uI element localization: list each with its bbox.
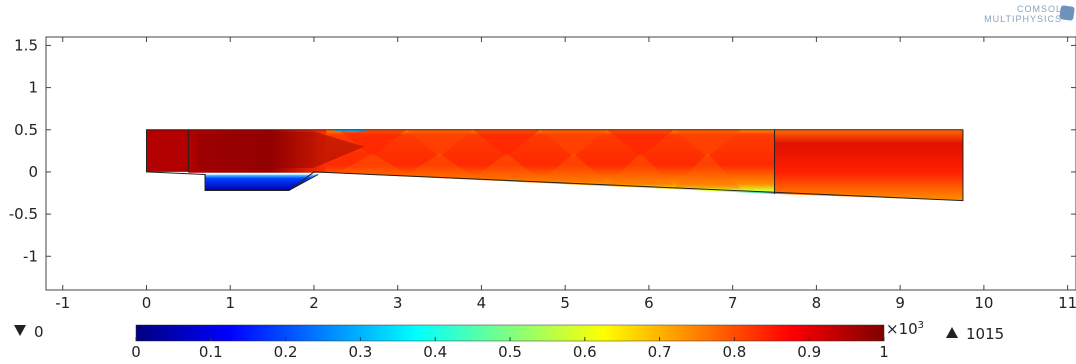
shock-cell (406, 129, 474, 157)
x-tick-label: 1 (225, 294, 235, 312)
x-tick-label: 3 (393, 294, 403, 312)
region-nozzle (188, 129, 327, 173)
colorbar-multiplier-base: ×10 (886, 320, 918, 338)
chamber-outline (204, 174, 319, 191)
colorbar-multiplier: ×103 (886, 320, 924, 338)
x-tick-label: 2 (309, 294, 319, 312)
shock-cell-lower (607, 153, 675, 186)
min-down-triangle-icon (14, 325, 26, 336)
colorbar-tick-label: 0.5 (498, 343, 522, 361)
y-tick-label: 1 (28, 79, 38, 97)
x-ticks: -1 0 1 2 3 4 5 6 7 8 9 10 11 (55, 37, 1076, 312)
colorbar-tick-label: 0 (131, 343, 141, 361)
y-tick-label: -1 (23, 247, 38, 265)
y-ticks: 1.5 1 0.5 0 -0.5 -1 (9, 36, 1076, 265)
colorbar-ticks: 0 0.1 0.2 0.3 0.4 0.5 0.6 0.7 0.8 0.9 1 (131, 337, 889, 361)
min-indicator: 0 (14, 323, 44, 341)
colorbar-tick-label: 0.4 (423, 343, 447, 361)
jet-core (196, 131, 365, 170)
colorbar: 0 0.1 0.2 0.3 0.4 0.5 0.6 0.7 0.8 0.9 1 ×103 (131, 320, 924, 361)
shock-cell (473, 129, 541, 157)
shock-cell-lower (339, 153, 407, 174)
x-tick-label: 6 (644, 294, 654, 312)
y-tick-label: -0.5 (9, 205, 38, 223)
colorbar-tick-label: 0.6 (573, 343, 597, 361)
colorbar-multiplier-exponent: 3 (918, 320, 924, 331)
logo-line-2: MULTIPHYSICS (984, 14, 1062, 24)
y-tick-label: 1.5 (14, 36, 38, 54)
x-tick-label: 4 (477, 294, 487, 312)
colorbar-tick-label: 0.1 (199, 343, 223, 361)
shock-cell-lower (473, 153, 541, 180)
shock-cell (674, 129, 742, 157)
max-indicator: 1015 (946, 325, 1004, 343)
axes-frame (45, 36, 1076, 291)
logo-line-1: COMSOL (1016, 4, 1062, 14)
region-inlet (146, 129, 189, 172)
x-tick-label: 11 (1058, 294, 1076, 312)
x-tick-label: 8 (812, 294, 822, 312)
colorbar-tick-label: 0.2 (274, 343, 298, 361)
max-value: 1015 (966, 325, 1004, 343)
x-tick-label: 9 (895, 294, 905, 312)
x-tick-label: 7 (728, 294, 738, 312)
shock-cell (339, 129, 407, 157)
x-tick-label: 5 (560, 294, 570, 312)
min-value: 0 (34, 323, 44, 341)
x-tick-label: 0 (142, 294, 152, 312)
x-tick-label: 10 (974, 294, 993, 312)
field-plot (145, 129, 964, 202)
shock-cell-lower (406, 153, 474, 177)
shock-cell (607, 129, 675, 157)
x-tick-label: -1 (55, 294, 70, 312)
separation-streak (326, 129, 373, 133)
y-tick-label: 0 (28, 163, 38, 181)
region-outlet (774, 129, 963, 201)
colorbar-tick-label: 0.7 (648, 343, 672, 361)
colorbar-tick-label: 0.3 (348, 343, 372, 361)
y-tick-label: 0.5 (14, 121, 38, 139)
axes: -1 0 1 2 3 4 5 6 7 8 9 10 11 1.5 1 0.5 0 -0.5 -1 (9, 36, 1076, 312)
shock-cell-lower (674, 153, 742, 189)
colorbar-tick-label: 0.9 (797, 343, 821, 361)
shock-cell (540, 129, 608, 157)
colorbar-tick-label: 1 (879, 343, 889, 361)
region-lower-chamber (205, 174, 319, 191)
shock-cell-lower (540, 153, 608, 183)
colorbar-tick-label: 0.8 (722, 343, 746, 361)
comsol-logo: COMSOL MULTIPHYSICS (984, 4, 1075, 24)
max-up-triangle-icon (946, 327, 958, 338)
